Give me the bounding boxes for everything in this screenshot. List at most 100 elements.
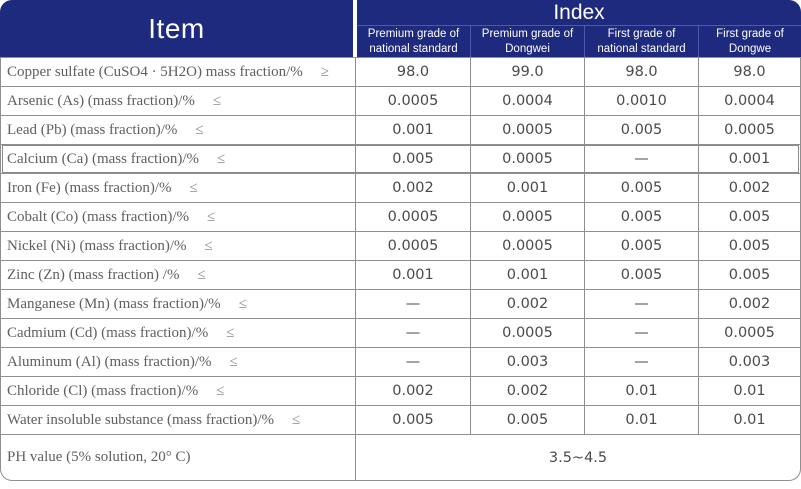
value-cell: 0.0010 xyxy=(584,87,698,115)
table-row: Copper sulfate (CuSO4 · 5H2O) mass fract… xyxy=(1,58,800,87)
table-row: Cadmium (Cd) (mass fraction)/% ≤ —0.0005… xyxy=(1,319,800,348)
value-cell: 0.0005 xyxy=(470,203,584,231)
value-cell: 0.005 xyxy=(698,232,800,260)
item-header-cell: Item xyxy=(0,0,353,57)
row-label-cell: Copper sulfate (CuSO4 · 5H2O) mass fract… xyxy=(1,58,355,86)
value-cell: 0.01 xyxy=(584,377,698,405)
comparison-symbol: ≤ xyxy=(212,92,222,109)
row-label: PH value (5% solution, 20° C) xyxy=(7,449,191,465)
index-header-label: Index xyxy=(553,0,605,24)
table-row: Iron (Fe) (mass fraction)/% ≤ 0.002 0.001… xyxy=(1,174,800,203)
value-cell: 0.002 xyxy=(470,377,584,405)
row-label-cell: Lead (Pb) (mass fraction)/% ≤ xyxy=(1,116,355,144)
sub-header-row: Premium grade of national standard Premi… xyxy=(357,26,801,57)
value-cell: 0.002 xyxy=(355,377,470,405)
value-cell: 0.0005 xyxy=(698,116,800,144)
value-cell: 0.003 xyxy=(698,348,800,376)
row-label: Arsenic (As) (mass fraction)/% xyxy=(7,92,195,109)
value-cell: 0.005 xyxy=(584,116,698,144)
value-cell: 0.005 xyxy=(355,406,470,434)
value-cell: 0.0005 xyxy=(470,116,584,144)
value-cell: 3.5~4.5 xyxy=(355,435,800,480)
value-cell: — xyxy=(355,348,470,376)
table-row: Water insoluble substance (mass fraction… xyxy=(1,406,800,435)
header-gap xyxy=(353,0,357,57)
value-cell: 0.01 xyxy=(698,377,800,405)
table-body: Copper sulfate (CuSO4 · 5H2O) mass fract… xyxy=(0,57,801,481)
row-label-cell: Arsenic (As) (mass fraction)/% ≤ xyxy=(1,87,355,115)
row-label: Chloride (Cl) (mass fraction)/% xyxy=(7,382,199,399)
value-cell: 0.0005 xyxy=(470,232,584,260)
table-row: Zinc (Zn) (mass fraction) /% ≤ 0.001 0.00… xyxy=(1,261,800,290)
comparison-symbol: ≤ xyxy=(226,324,235,341)
value-cell: — xyxy=(584,290,698,318)
table-row: Chloride (Cl) (mass fraction)/% ≤ 0.002 0… xyxy=(1,377,800,406)
comparison-symbol: ≤ xyxy=(207,208,216,225)
row-label: Calcium (Ca) (mass fraction)/% xyxy=(7,150,200,167)
value-cell: — xyxy=(584,348,698,376)
table-row: Cobalt (Co) (mass fraction)/% ≤ 0.0005 0.… xyxy=(1,203,800,232)
row-label-cell: Chloride (Cl) (mass fraction)/% ≤ xyxy=(1,377,355,405)
value-cell: 0.002 xyxy=(470,290,584,318)
row-label-cell: Nickel (Ni) (mass fraction)/% ≤ xyxy=(1,232,355,260)
value-cell: — xyxy=(355,319,470,347)
value-cell: 0.002 xyxy=(355,174,470,202)
row-label: Copper sulfate (CuSO4 · 5H2O) mass fract… xyxy=(7,63,303,80)
value-cell: 99.0 xyxy=(470,58,584,86)
row-label: Nickel (Ni) (mass fraction)/% xyxy=(7,237,187,254)
sub-header-premium-dongwei: Premium grade of Dongwei xyxy=(470,26,584,57)
row-label: Iron (Fe) (mass fraction)/% xyxy=(7,179,172,196)
value-cell: 0.001 xyxy=(355,261,470,289)
value-cell: — xyxy=(584,319,698,347)
value-cell: 0.01 xyxy=(584,406,698,434)
value-cell: 98.0 xyxy=(698,58,800,86)
value-cell: 0.002 xyxy=(698,174,800,202)
value-cell: 0.0005 xyxy=(355,87,470,115)
value-cell: 0.005 xyxy=(698,203,800,231)
value-cell: 0.0004 xyxy=(698,87,800,115)
table-row: PH value (5% solution, 20° C) 3.5~4.5 xyxy=(1,435,800,480)
value-cell: 0.001 xyxy=(355,116,470,144)
row-label-cell: Cadmium (Cd) (mass fraction)/% ≤ xyxy=(1,319,355,347)
comparison-symbol: ≤ xyxy=(238,295,247,312)
comparison-symbol: ≤ xyxy=(216,382,225,399)
comparison-symbol: ≤ xyxy=(217,150,226,167)
value-cell: 0.0005 xyxy=(698,319,800,347)
item-header-label: Item xyxy=(148,12,205,44)
value-cell: 0.005 xyxy=(584,203,698,231)
comparison-symbol: ≤ xyxy=(204,237,213,254)
comparison-symbol: ≤ xyxy=(292,411,301,428)
value-cell: 0.0004 xyxy=(470,87,584,115)
value-cell: 0.0005 xyxy=(470,145,584,173)
row-label-cell: Cobalt (Co) (mass fraction)/% ≤ xyxy=(1,203,355,231)
row-label-cell: Water insoluble substance (mass fraction… xyxy=(1,406,355,434)
comparison-symbol: ≤ xyxy=(195,121,204,138)
index-header-title: Index xyxy=(357,0,801,26)
value-cell: 98.0 xyxy=(355,58,470,86)
row-label: Manganese (Mn) (mass fraction)/% xyxy=(7,295,221,312)
table-row: Lead (Pb) (mass fraction)/% ≤ 0.001 0.000… xyxy=(1,116,800,145)
row-label-cell: Zinc (Zn) (mass fraction) /% ≤ xyxy=(1,261,355,289)
sub-header-premium-national: Premium grade of national standard xyxy=(367,28,460,55)
value-cell: 0.0005 xyxy=(355,203,470,231)
value-cell: — xyxy=(584,145,698,173)
value-cell: 0.005 xyxy=(470,406,584,434)
value-cell: 0.0005 xyxy=(470,319,584,347)
table-row: Aluminum (Al) (mass fraction)/% ≤ —0.003… xyxy=(1,348,800,377)
row-label: Water insoluble substance (mass fraction… xyxy=(7,411,275,428)
value-cell: 0.001 xyxy=(470,174,584,202)
comparison-symbol: ≥ xyxy=(320,63,330,80)
row-label-cell: Iron (Fe) (mass fraction)/% ≤ xyxy=(1,174,355,202)
value-cell: 0.001 xyxy=(698,145,800,173)
row-label-cell: Aluminum (Al) (mass fraction)/% ≤ xyxy=(1,348,355,376)
row-label: Cadmium (Cd) (mass fraction)/% xyxy=(7,324,209,341)
comparison-symbol: ≤ xyxy=(229,353,238,370)
table-header: Item Index Premium grade of national sta… xyxy=(0,0,801,57)
row-label: Zinc (Zn) (mass fraction) /% xyxy=(7,266,180,283)
value-cell: — xyxy=(355,290,470,318)
table-row: Manganese (Mn) (mass fraction)/% ≤ —0.00… xyxy=(1,290,800,319)
value-cell: 0.002 xyxy=(698,290,800,318)
value-cell: 0.0005 xyxy=(355,232,470,260)
sub-header-first-dongwe: First grade of Dongwe xyxy=(698,26,801,57)
